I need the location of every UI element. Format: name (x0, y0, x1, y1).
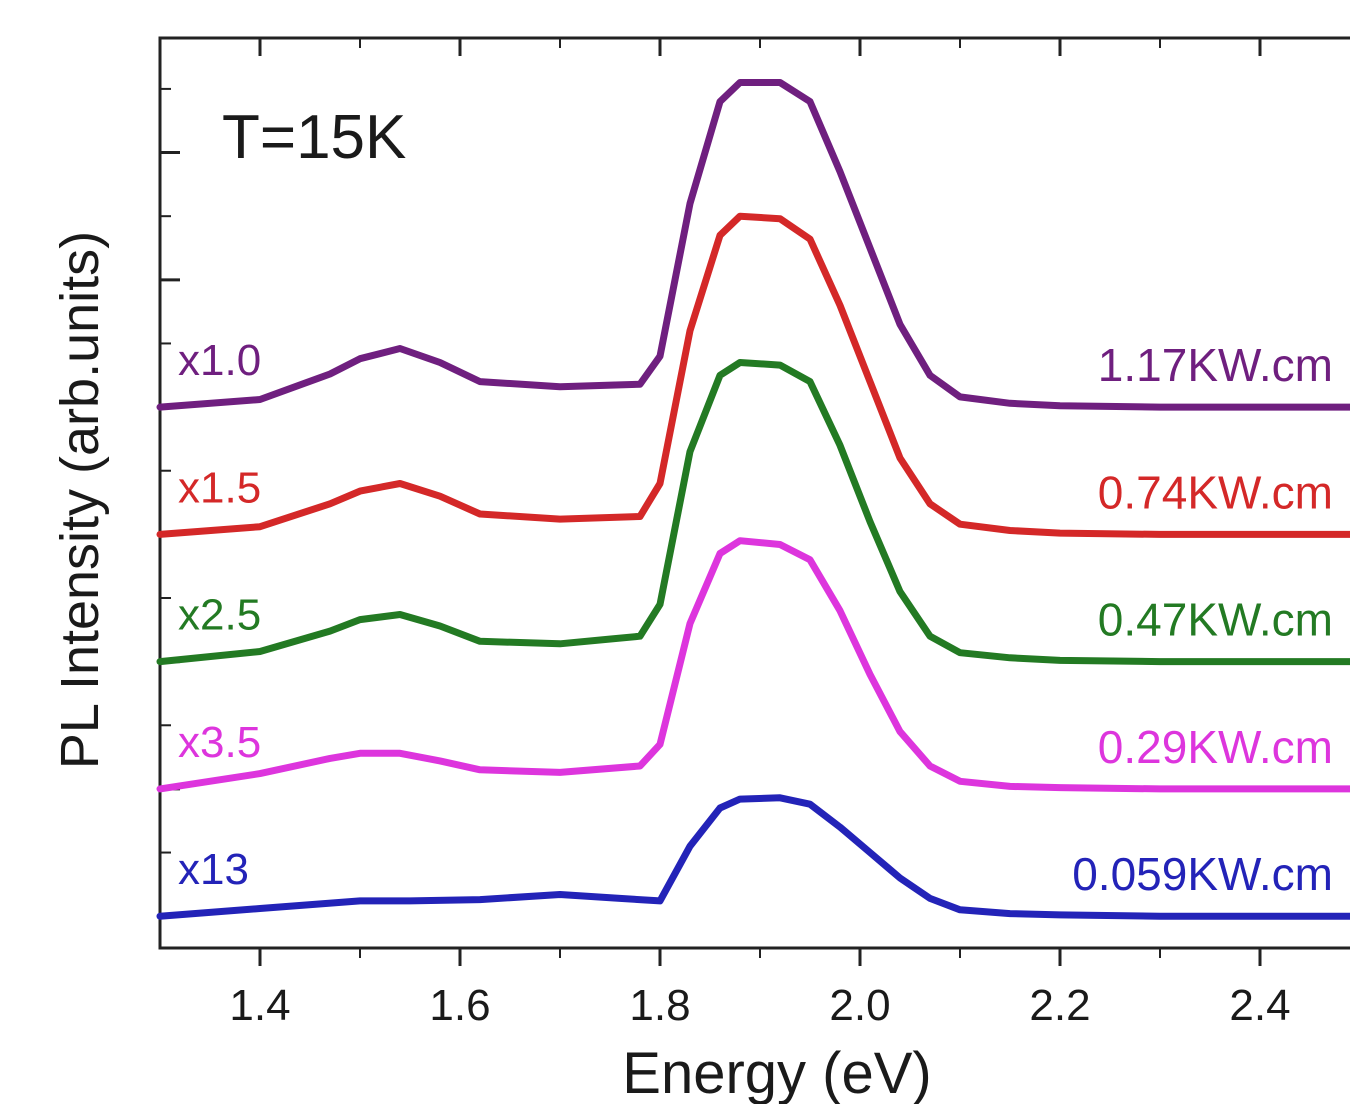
series-line (156, 359, 1350, 666)
y-axis-title: PL Intensity (arb.units) (50, 231, 110, 769)
series-power-label: 0.74KW.cm (1098, 466, 1333, 518)
x-tick-label: 2.4 (1229, 981, 1290, 1030)
x-tick-label: 1.4 (229, 981, 290, 1030)
series-line (156, 537, 1350, 793)
series-scale-label: x13 (178, 845, 249, 894)
series-layer: x1.0 1.17KW.cm x1.5 0.74KW.cm x2.5 0.47KW.cm x… (156, 79, 1350, 920)
series-line (156, 212, 1350, 538)
series-power-label: 0.059KW.cm (1072, 848, 1333, 900)
series-power-label: 1.17KW.cm (1098, 339, 1333, 391)
x-tick-label: 1.6 (429, 981, 490, 1030)
series-power-label: 0.29KW.cm (1098, 721, 1333, 773)
y-axis-ticks (160, 87, 180, 918)
series-scale-label: x3.5 (178, 718, 261, 767)
series-scale-label: x1.0 (178, 336, 261, 385)
x-axis-title: Energy (eV) (622, 1041, 931, 1104)
x-tick-label: 1.8 (629, 981, 690, 1030)
series-line (156, 794, 1350, 920)
series-scale-label: x2.5 (178, 591, 261, 640)
series-power-label: 0.47KW.cm (1098, 594, 1333, 646)
x-tick-label: 2.2 (1029, 981, 1090, 1030)
x-axis-ticks: 1.4 1.6 1.8 2.0 2.2 2.4 (229, 38, 1291, 1030)
series-scale-label: x1.5 (178, 463, 261, 512)
temperature-annotation: T=15K (222, 103, 406, 172)
x-tick-label: 2.0 (829, 981, 890, 1030)
series-line (156, 79, 1350, 411)
